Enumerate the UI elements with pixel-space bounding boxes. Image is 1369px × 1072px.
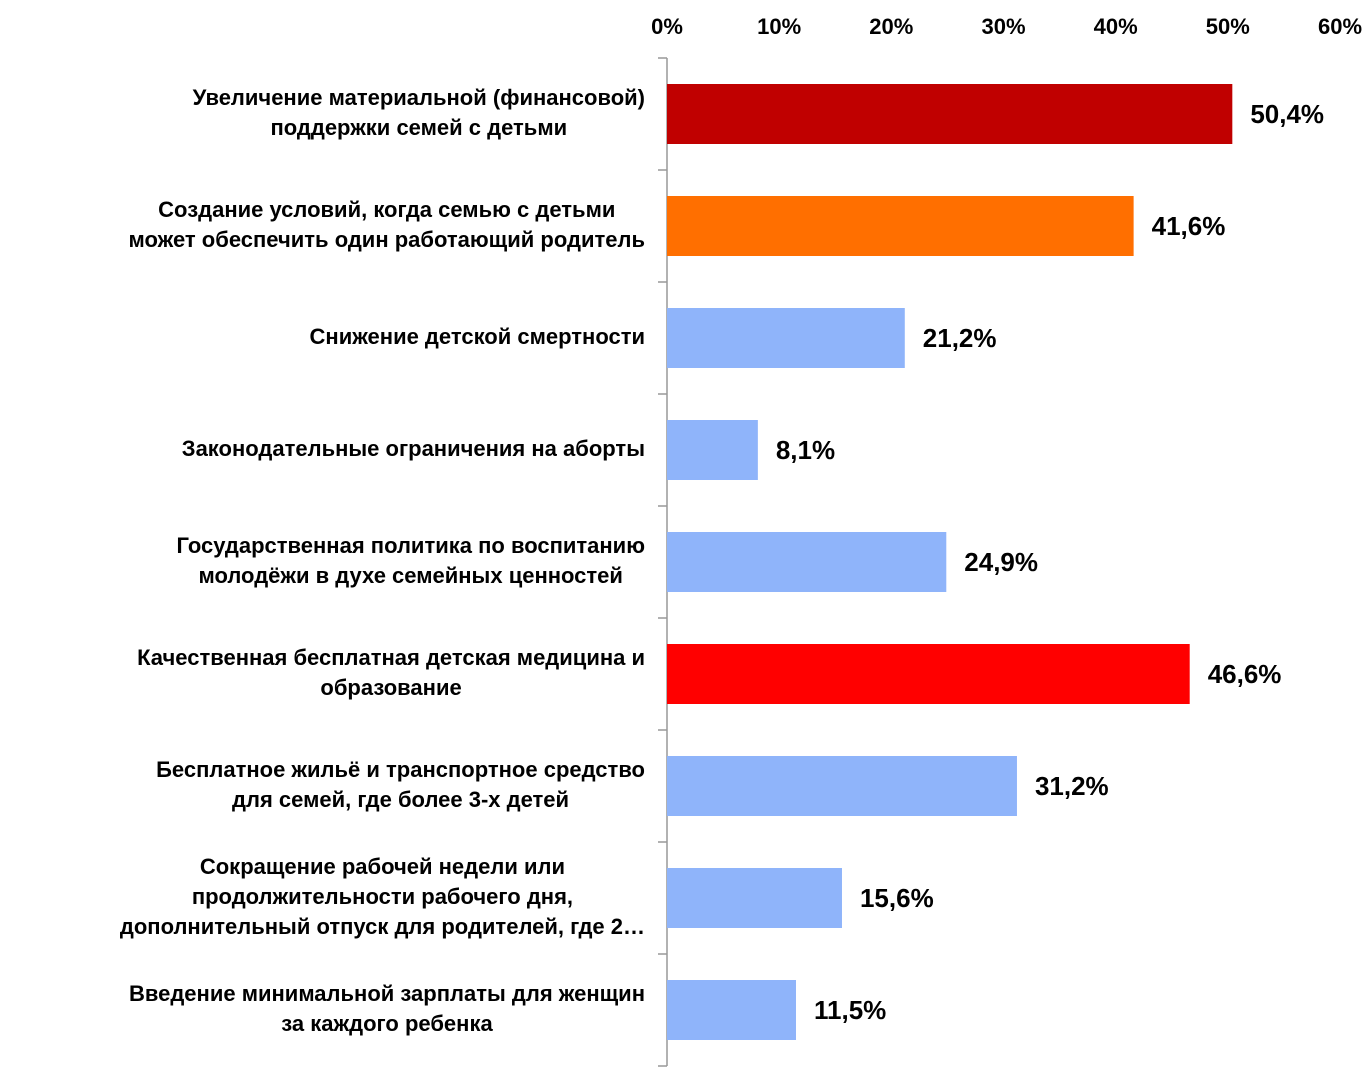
category-label: для семей, где более 3-х детей [232, 787, 569, 812]
data-label: 15,6% [860, 883, 934, 913]
bar [667, 532, 947, 592]
category-label: за каждого ребенка [281, 1011, 493, 1036]
data-label: 31,2% [1035, 771, 1109, 801]
x-tick-label: 0% [651, 14, 683, 39]
category-label: Создание условий, когда семью с детьми [158, 197, 615, 222]
data-label: 21,2% [923, 323, 997, 353]
category-label: Увеличение материальной (финансовой) [193, 85, 645, 110]
category-label: продолжительности рабочего дня, [192, 884, 573, 909]
category-label: Государственная политика по воспитанию [176, 533, 645, 558]
bar [667, 308, 905, 368]
category-label: Качественная бесплатная детская медицина… [137, 645, 645, 670]
category-label: может обеспечить один работающий родител… [129, 227, 645, 252]
data-label: 41,6% [1152, 211, 1226, 241]
bar [667, 420, 758, 480]
category-label: образование [320, 675, 461, 700]
category-label: поддержки семей с детьми [270, 115, 567, 140]
x-tick-label: 30% [981, 14, 1025, 39]
data-label: 46,6% [1208, 659, 1282, 689]
x-tick-label: 40% [1094, 14, 1138, 39]
data-label: 8,1% [776, 435, 835, 465]
x-tick-label: 10% [757, 14, 801, 39]
x-tick-label: 60% [1318, 14, 1362, 39]
category-label: молодёжи в духе семейных ценностей [199, 563, 623, 588]
bar [667, 84, 1233, 144]
category-label: дополнительный отпуск для родителей, где… [120, 914, 645, 939]
data-label: 50,4% [1250, 99, 1324, 129]
data-label: 11,5% [814, 995, 886, 1025]
x-tick-label: 20% [869, 14, 913, 39]
category-label: Бесплатное жильё и транспортное средство [156, 757, 645, 782]
x-tick-label: 50% [1206, 14, 1250, 39]
category-label: Введение минимальной зарплаты для женщин [129, 981, 645, 1006]
bar [667, 644, 1190, 704]
bar [667, 196, 1134, 256]
bar [667, 756, 1017, 816]
bar [667, 980, 796, 1040]
bar [667, 868, 842, 928]
category-label: Снижение детской смертности [310, 324, 645, 349]
category-label: Законодательные ограничения на аборты [182, 436, 645, 461]
category-label: Сокращение рабочей недели или [200, 854, 565, 879]
data-label: 24,9% [964, 547, 1038, 577]
